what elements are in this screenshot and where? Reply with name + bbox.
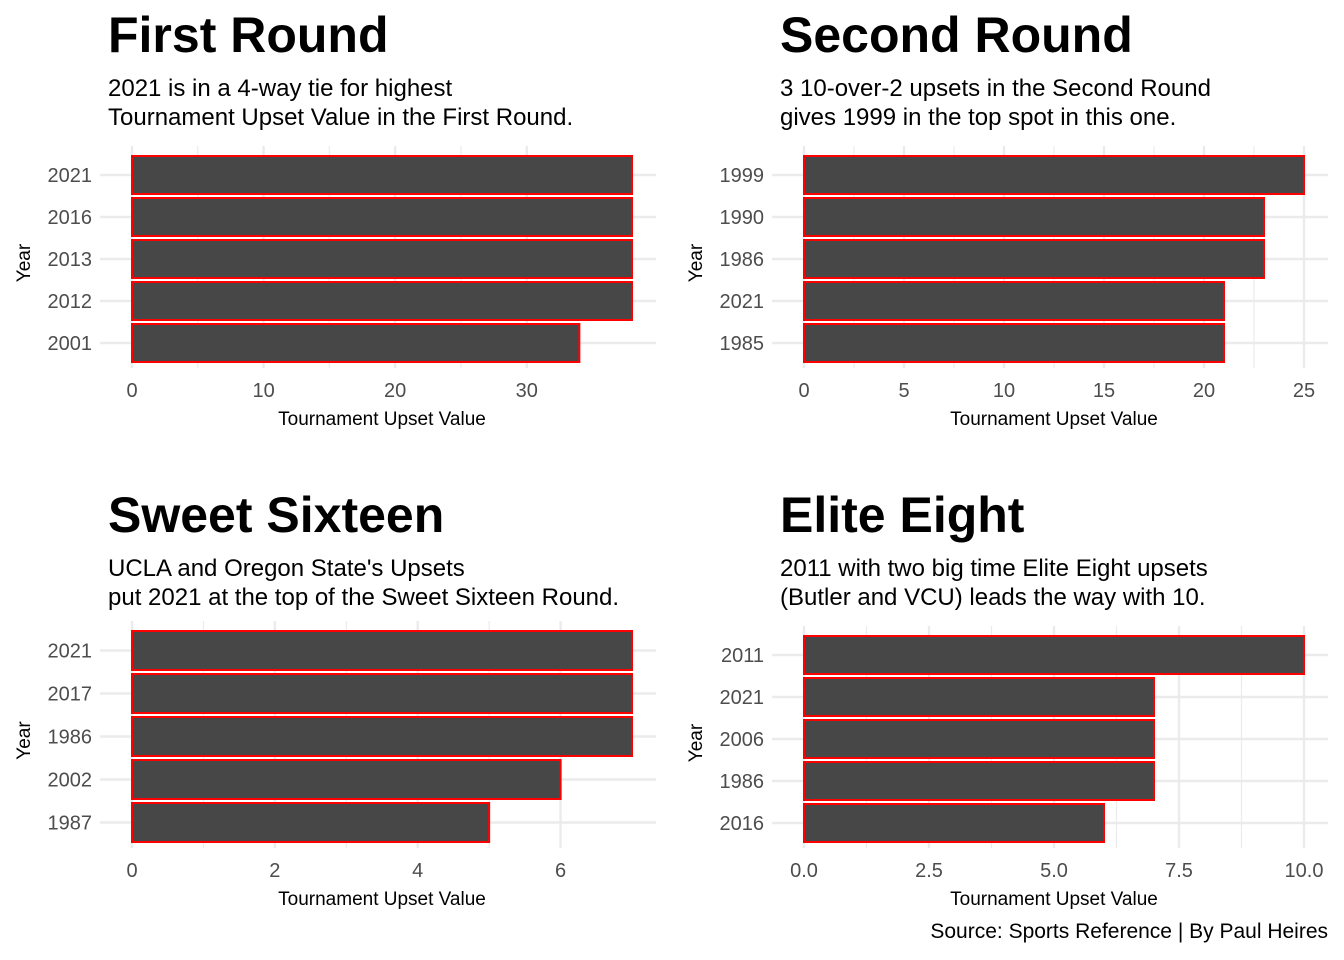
chart-panel-sweet-sixteen: 2021 2017 1986 2002 1987 0 2 4 6 Tournament Upset… xyxy=(0,480,672,960)
chart-svg: 2021 2016 2013 2012 2001 0 10 20 30 Tournament Up… xyxy=(14,146,656,430)
x-tick-label: 0 xyxy=(798,380,809,402)
x-tick-label: 30 xyxy=(516,380,538,402)
x-axis-title: Tournament Upset Value xyxy=(278,889,486,910)
bar-2016 xyxy=(803,803,1105,843)
bar-2006 xyxy=(803,719,1155,759)
chart-subtitle: 3 10-over-2 upsets in the Second Round g… xyxy=(780,75,1211,131)
bar-2001 xyxy=(131,323,581,363)
bar-2021 xyxy=(803,677,1155,717)
chart-subtitle: 2011 with two big time Elite Eight upset… xyxy=(780,555,1208,611)
bar-1999 xyxy=(803,155,1305,195)
y-tick-label: 2002 xyxy=(48,770,93,792)
y-tick-label: 2017 xyxy=(48,684,93,706)
y-tick-label: 1986 xyxy=(48,727,93,749)
x-tick-label: 10 xyxy=(993,380,1015,402)
chart-panel-first-round: 2021 2016 2013 2012 2001 0 10 20 30 Tournament Up… xyxy=(0,0,672,480)
bar-1987 xyxy=(131,802,491,843)
bar-2012 xyxy=(131,281,633,321)
chart-subtitle: UCLA and Oregon State's Upsets put 2021 … xyxy=(108,555,620,611)
x-axis-title: Tournament Upset Value xyxy=(278,409,486,430)
y-tick-label: 2013 xyxy=(48,249,93,271)
y-tick-label: 2016 xyxy=(48,207,93,229)
x-tick-label: 0 xyxy=(126,380,137,402)
x-tick-label: 20 xyxy=(1193,380,1215,402)
x-tick-label: 4 xyxy=(412,860,423,882)
x-tick-label: 25 xyxy=(1293,380,1315,402)
x-tick-label: 2 xyxy=(269,860,280,882)
y-tick-label: 2021 xyxy=(48,641,93,663)
bar-2021 xyxy=(803,281,1225,321)
bar-1986 xyxy=(803,239,1265,279)
x-tick-label: 5 xyxy=(898,380,909,402)
x-axis-title: Tournament Upset Value xyxy=(950,889,1158,910)
x-tick-label: 10.0 xyxy=(1285,860,1324,882)
x-axis-title: Tournament Upset Value xyxy=(950,409,1158,430)
bar-2011 xyxy=(803,635,1305,675)
x-tick-label: 2.5 xyxy=(915,860,943,882)
y-axis-title: Year xyxy=(14,243,35,282)
chart-svg: 2011 2021 2006 1986 2016 0.0 2.5 5.0 7.5 10.0 Tour… xyxy=(686,626,1328,910)
y-tick-label: 1985 xyxy=(720,333,765,355)
chart-panel-elite-eight: 2011 2021 2006 1986 2016 0.0 2.5 5.0 7.5 10.0 Tour… xyxy=(672,480,1344,960)
y-tick-label: 2011 xyxy=(721,645,764,667)
chart-title: Elite Eight xyxy=(780,487,1025,543)
y-tick-label: 2021 xyxy=(48,165,93,187)
y-tick-label: 2006 xyxy=(720,729,765,751)
x-tick-label: 0.0 xyxy=(790,860,818,882)
chart-title: Sweet Sixteen xyxy=(108,487,445,543)
y-tick-label: 1999 xyxy=(720,165,765,187)
chart-panel-second-round: 1999 1990 1986 2021 1985 0 5 10 15 20 25 Tournament… xyxy=(672,0,1344,480)
source-caption: Source: Sports Reference | By Paul Heire… xyxy=(930,920,1328,943)
y-tick-label: 2016 xyxy=(720,813,765,835)
bar-2016 xyxy=(131,197,633,237)
y-tick-label: 2021 xyxy=(720,687,765,709)
chart-title: Second Round xyxy=(780,7,1133,63)
bar-1985 xyxy=(803,323,1225,363)
x-tick-label: 10 xyxy=(252,380,274,402)
y-axis-title: Year xyxy=(14,721,35,760)
x-tick-label: 15 xyxy=(1093,380,1115,402)
chart-svg: 1999 1990 1986 2021 1985 0 5 10 15 20 25 Tournament… xyxy=(686,146,1328,430)
y-tick-label: 1986 xyxy=(720,771,765,793)
y-tick-label: 2021 xyxy=(720,291,765,313)
bar-1986 xyxy=(803,761,1155,801)
y-tick-label: 1990 xyxy=(720,207,765,229)
bar-1986 xyxy=(131,716,633,757)
y-tick-label: 1986 xyxy=(720,249,765,271)
y-axis-title: Year xyxy=(686,243,707,282)
x-tick-label: 0 xyxy=(126,860,137,882)
chart-svg: 2021 2017 1986 2002 1987 0 2 4 6 Tournament Upset… xyxy=(14,621,656,910)
bar-2017 xyxy=(131,673,633,714)
chart-subtitle: 2021 is in a 4-way tie for highest Tourn… xyxy=(108,75,574,131)
bar-2021 xyxy=(131,155,633,195)
bar-2013 xyxy=(131,239,633,279)
x-tick-label: 5.0 xyxy=(1040,860,1068,882)
y-axis-title: Year xyxy=(686,723,707,762)
y-tick-label: 1987 xyxy=(48,813,93,835)
chart-title: First Round xyxy=(108,7,389,63)
x-tick-label: 6 xyxy=(555,860,566,882)
x-tick-label: 20 xyxy=(384,380,406,402)
y-tick-label: 2001 xyxy=(48,333,93,355)
bar-1990 xyxy=(803,197,1265,237)
bar-2021 xyxy=(131,630,633,671)
y-tick-label: 2012 xyxy=(48,291,93,313)
bar-2002 xyxy=(131,759,562,800)
x-tick-label: 7.5 xyxy=(1165,860,1193,882)
